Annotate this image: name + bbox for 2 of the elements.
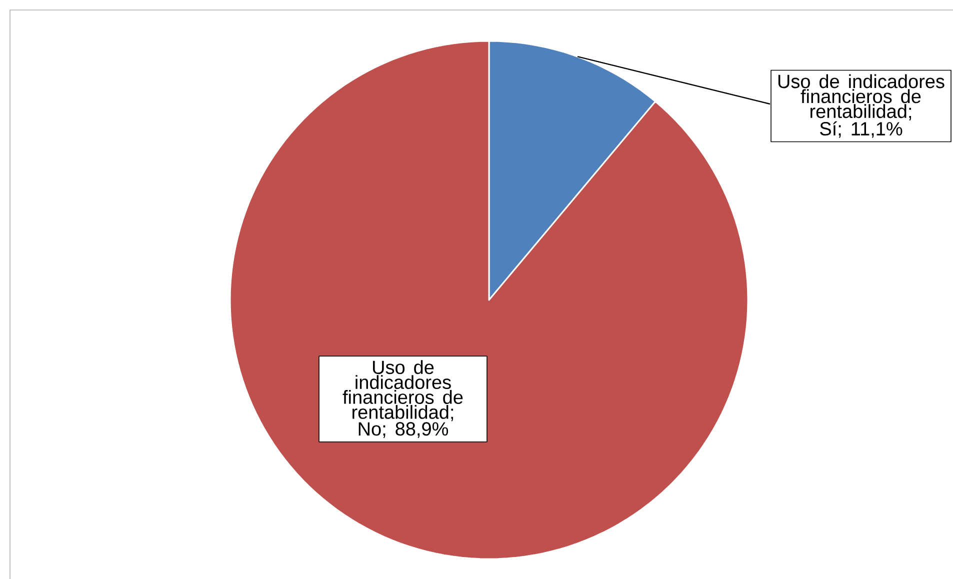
slice-label: Uso de indicadores financieros de rentabilidad; No; 88,9% xyxy=(342,360,463,438)
slice-label: Uso de indicadores financieros de rentabilidad; Sí; 11,1% xyxy=(778,74,944,138)
